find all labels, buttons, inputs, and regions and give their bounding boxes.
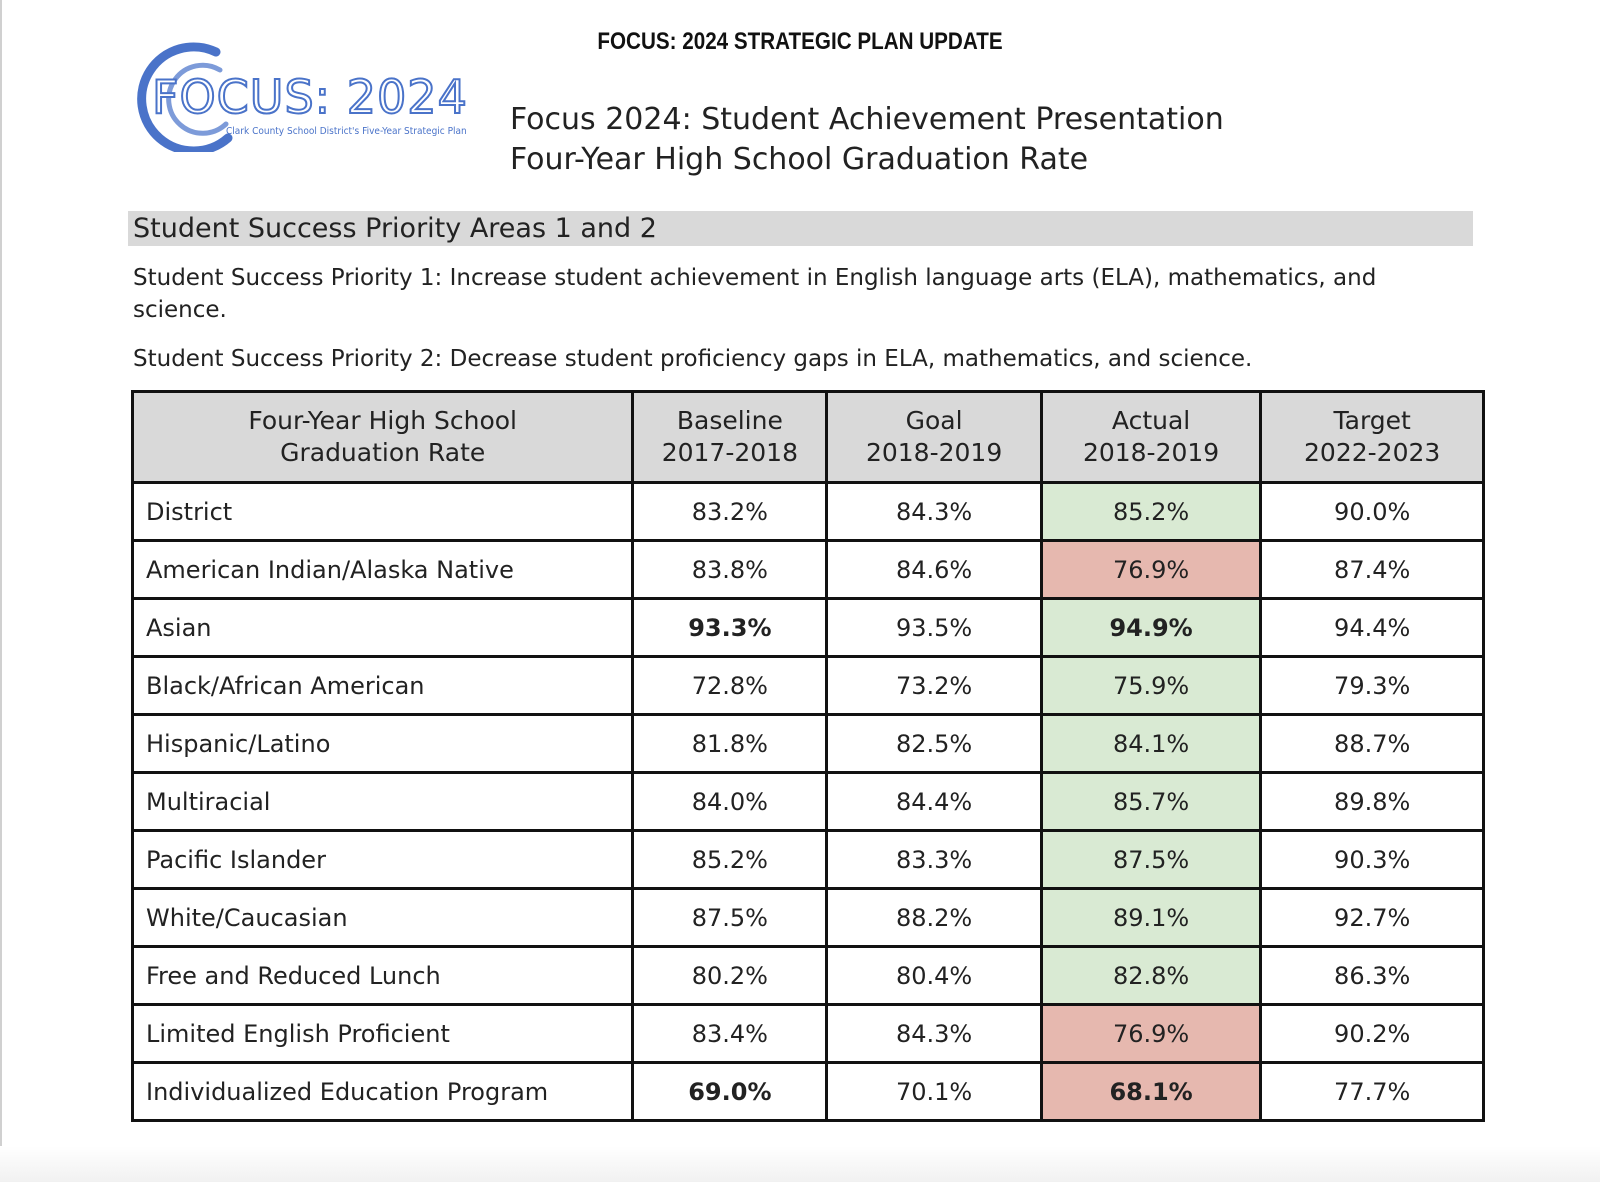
goal-cell: 84.3% (825, 481, 1043, 542)
goal-cell: 80.4% (825, 945, 1043, 1006)
baseline-cell: 87.5% (631, 887, 829, 948)
actual-cell: 76.9% (1039, 539, 1263, 600)
actual-cell: 85.2% (1039, 481, 1263, 542)
baseline-cell: 72.8% (631, 655, 829, 716)
target-cell: 79.3% (1259, 655, 1485, 716)
group-cell: Pacific Islander (130, 829, 635, 890)
group-cell: Individualized Education Program (130, 1061, 635, 1122)
target-cell: 90.2% (1259, 1003, 1485, 1064)
page-bottom-shadow (0, 1146, 1600, 1182)
group-cell: Free and Reduced Lunch (130, 945, 635, 1006)
baseline-cell: 81.8% (631, 713, 829, 774)
table-row: Individualized Education Program 69.0% 70.… (130, 1061, 1485, 1122)
target-cell: 87.4% (1259, 539, 1485, 600)
goal-cell: 82.5% (825, 713, 1043, 774)
table-body: District 83.2% 84.3% 85.2% 90.0% American Ind… (130, 481, 1485, 1122)
header-baseline: Baseline 2017-2018 (631, 390, 829, 484)
group-cell: Asian (130, 597, 635, 658)
baseline-cell: 83.8% (631, 539, 829, 600)
baseline-cell: 80.2% (631, 945, 829, 1006)
table-row: Black/African American 72.8% 73.2% 75.9% 79.… (130, 655, 1485, 716)
presentation-title: Focus 2024: Student Achievement Presenta… (510, 100, 1224, 180)
target-cell: 90.0% (1259, 481, 1485, 542)
actual-cell: 85.7% (1039, 771, 1263, 832)
header-goal: Goal 2018-2019 (825, 390, 1043, 484)
goal-cell: 83.3% (825, 829, 1043, 890)
actual-cell: 89.1% (1039, 887, 1263, 948)
goal-cell: 70.1% (825, 1061, 1043, 1122)
priority-2-text: Student Success Priority 2: Decrease stu… (133, 346, 1253, 372)
goal-cell: 88.2% (825, 887, 1043, 948)
baseline-cell: 93.3% (631, 597, 829, 658)
focus-2024-logo: FOCUS: 2024 Clark County School District… (116, 42, 476, 152)
table-row: White/Caucasian 87.5% 88.2% 89.1% 92.7% (130, 887, 1485, 948)
document-header-title: FOCUS: 2024 STRATEGIC PLAN UPDATE (597, 28, 1003, 55)
group-cell: Limited English Proficient (130, 1003, 635, 1064)
logo-tagline: Clark County School District's Five-Year… (226, 126, 467, 137)
goal-cell: 93.5% (825, 597, 1043, 658)
actual-cell: 94.9% (1039, 597, 1263, 658)
table-row: Limited English Proficient 83.4% 84.3% 76.9… (130, 1003, 1485, 1064)
actual-cell: 84.1% (1039, 713, 1263, 774)
presentation-title-line2: Four-Year High School Graduation Rate (510, 142, 1089, 177)
table-row: Asian 93.3% 93.5% 94.9% 94.4% (130, 597, 1485, 658)
header-actual: Actual 2018-2019 (1039, 390, 1263, 484)
header-target: Target 2022-2023 (1259, 390, 1485, 484)
goal-cell: 84.4% (825, 771, 1043, 832)
target-cell: 86.3% (1259, 945, 1485, 1006)
baseline-cell: 84.0% (631, 771, 829, 832)
actual-cell: 87.5% (1039, 829, 1263, 890)
page-edge (0, 0, 2, 1182)
baseline-cell: 83.2% (631, 481, 829, 542)
baseline-cell: 85.2% (631, 829, 829, 890)
actual-cell: 68.1% (1039, 1061, 1263, 1122)
actual-cell: 82.8% (1039, 945, 1263, 1006)
group-cell: Hispanic/Latino (130, 713, 635, 774)
presentation-title-line1: Focus 2024: Student Achievement Presenta… (510, 102, 1224, 137)
priority-1-text: Student Success Priority 1: Increase stu… (133, 265, 1377, 323)
goal-cell: 84.6% (825, 539, 1043, 600)
target-cell: 89.8% (1259, 771, 1485, 832)
section-heading: Student Success Priority Areas 1 and 2 (128, 211, 1473, 246)
target-cell: 77.7% (1259, 1061, 1485, 1122)
group-cell: Black/African American (130, 655, 635, 716)
goal-cell: 73.2% (825, 655, 1043, 716)
group-cell: District (130, 481, 635, 542)
table-row: Free and Reduced Lunch 80.2% 80.4% 82.8% 86.… (130, 945, 1485, 1006)
logo-wordmark: FOCUS: 2024 (151, 69, 468, 125)
table-row: Pacific Islander 85.2% 83.3% 87.5% 90.3% (130, 829, 1485, 890)
goal-cell: 84.3% (825, 1003, 1043, 1064)
table-header-row: Four-Year High School Graduation Rate Bas… (130, 390, 1485, 484)
table-row: American Indian/Alaska Native 83.8% 84.6% 7… (130, 539, 1485, 600)
target-cell: 92.7% (1259, 887, 1485, 948)
header-group: Four-Year High School Graduation Rate (130, 390, 635, 484)
group-cell: White/Caucasian (130, 887, 635, 948)
table-row: Hispanic/Latino 81.8% 82.5% 84.1% 88.7% (130, 713, 1485, 774)
logo-ring-icon (137, 42, 233, 152)
table-row: Multiracial 84.0% 84.4% 85.7% 89.8% (130, 771, 1485, 832)
group-cell: American Indian/Alaska Native (130, 539, 635, 600)
graduation-rate-table: Four-Year High School Graduation Rate Bas… (130, 390, 1485, 1122)
group-cell: Multiracial (130, 771, 635, 832)
target-cell: 88.7% (1259, 713, 1485, 774)
actual-cell: 76.9% (1039, 1003, 1263, 1064)
actual-cell: 75.9% (1039, 655, 1263, 716)
target-cell: 90.3% (1259, 829, 1485, 890)
baseline-cell: 69.0% (631, 1061, 829, 1122)
table-row: District 83.2% 84.3% 85.2% 90.0% (130, 481, 1485, 542)
baseline-cell: 83.4% (631, 1003, 829, 1064)
target-cell: 94.4% (1259, 597, 1485, 658)
